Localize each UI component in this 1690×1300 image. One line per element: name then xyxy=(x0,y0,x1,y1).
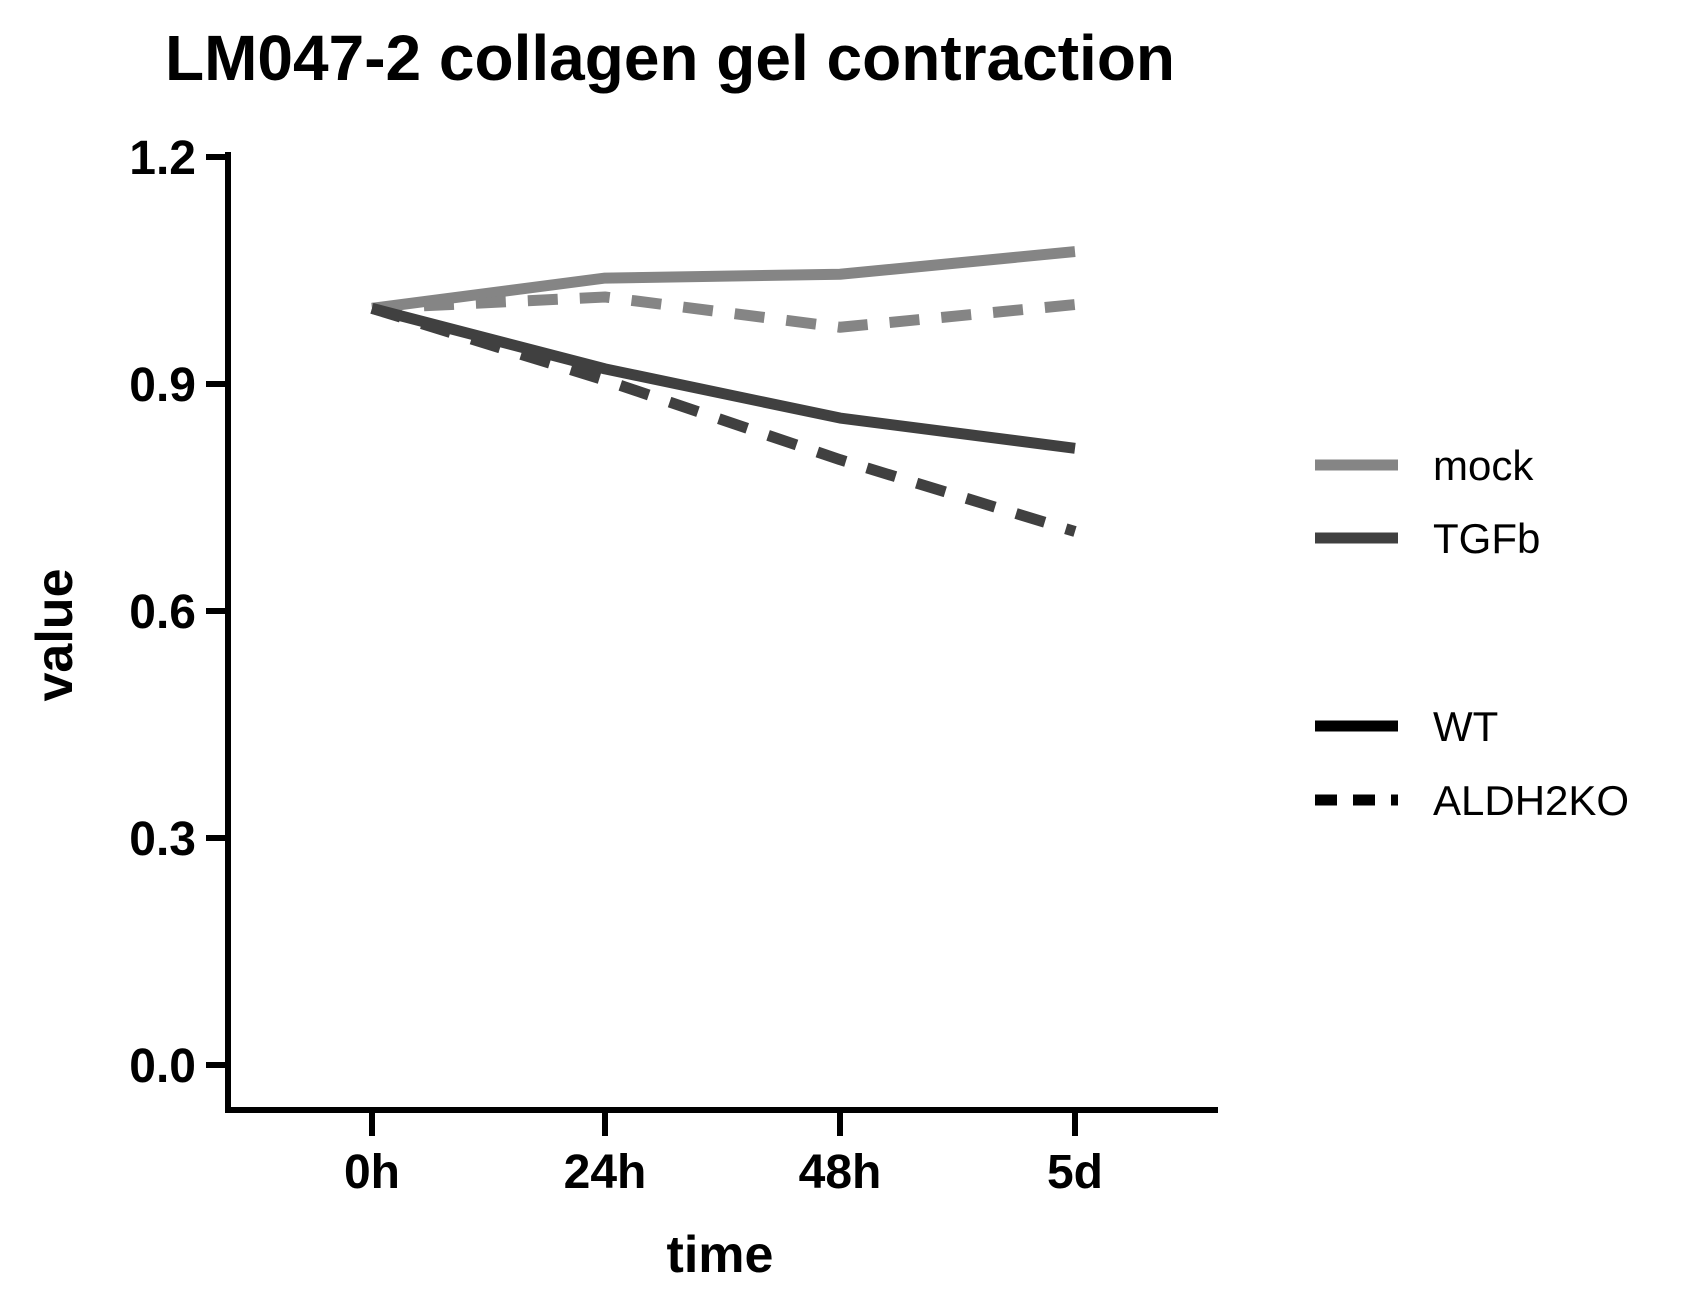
series-line-tgfb-aldh2ko xyxy=(370,303,1077,537)
series-layer xyxy=(370,246,1077,537)
axes: 0.0 0.3 0.6 0.9 1.2 0h 24h 48h 5d xyxy=(129,132,1218,1199)
y-tick-label: 0.3 xyxy=(129,813,196,866)
legend: mock TGFb WT ALDH2KO xyxy=(1315,442,1629,824)
y-axis-label: value xyxy=(26,569,84,702)
y-tick-label: 1.2 xyxy=(129,132,196,185)
y-tick-label: 0.9 xyxy=(129,359,196,412)
x-tick-label: 0h xyxy=(344,1146,400,1199)
series-line-mock-aldh2ko xyxy=(371,291,1076,333)
x-axis-label: time xyxy=(667,1226,774,1284)
x-tick-label: 5d xyxy=(1047,1146,1103,1199)
chart-title: LM047-2 collagen gel contraction xyxy=(165,22,1175,94)
x-tick-label: 48h xyxy=(799,1146,882,1199)
legend-label-mock: mock xyxy=(1433,442,1534,489)
x-tick-label: 24h xyxy=(564,1146,647,1199)
legend-label-tgfb: TGFb xyxy=(1433,515,1540,562)
series-line-mock-wt xyxy=(371,246,1076,314)
series-line-tgfb-wt xyxy=(370,303,1076,454)
legend-label-aldh2ko: ALDH2KO xyxy=(1433,777,1629,824)
y-tick-label: 0.0 xyxy=(129,1040,196,1093)
y-tick-label: 0.6 xyxy=(129,586,196,639)
legend-label-wt: WT xyxy=(1433,703,1498,750)
